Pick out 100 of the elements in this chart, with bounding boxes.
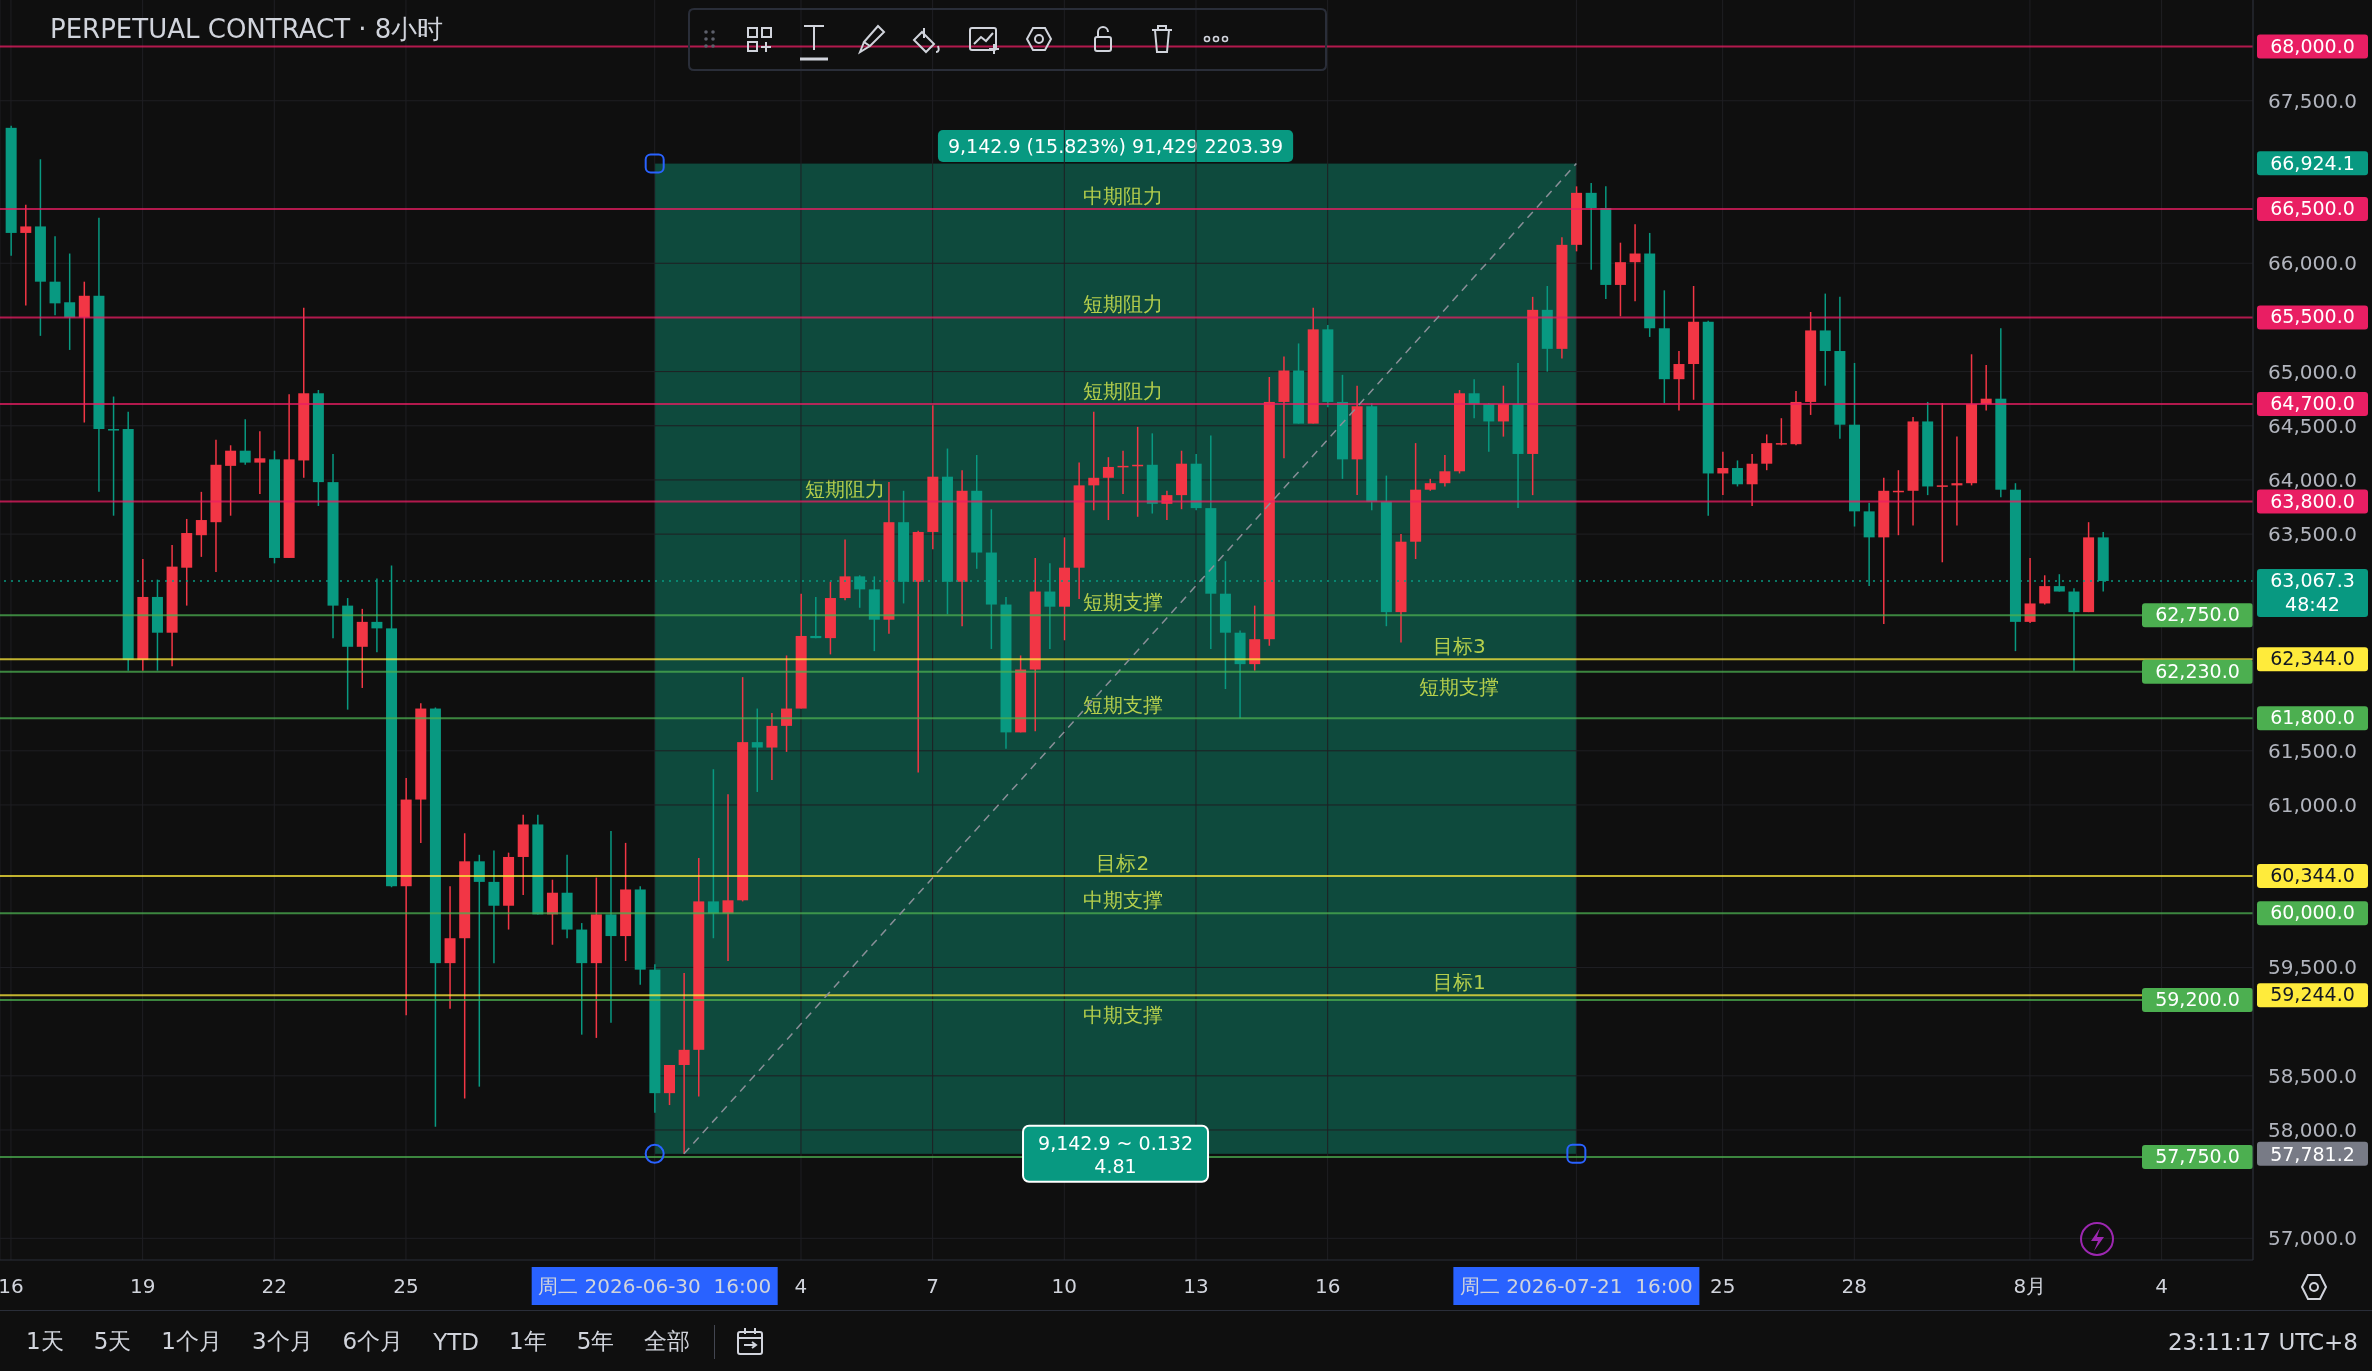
candlestick [108,395,120,517]
x-tick-label: 25 [393,1274,419,1298]
x-tick-label: 周二 2026-06-30 16:00 [538,1274,772,1298]
annotation: 目标3 [1432,634,1486,659]
y-tick-label: 65,000.0 [2267,359,2358,384]
ref-line-label: 63,800.0 [2270,489,2355,512]
text: 1年 [509,1327,547,1356]
y-tick-label: 57,000.0 [2267,1226,2358,1251]
candlestick [225,444,237,517]
y-tick-label: 59,500.0 [2267,955,2358,980]
ref-line-label: 60,000.0 [2270,901,2355,924]
y-tick-label: 64,000.0 [2267,467,2358,492]
candlestick [1761,433,1773,471]
ref-line-label: 62,750.0 [2155,603,2240,626]
ref-line-label: 62,344.0 [2270,647,2355,670]
annotation: 目标2 [1096,851,1150,876]
candlestick [766,712,778,781]
x-tick-label: 13 [1183,1274,1209,1298]
x-tick-label: 7 [926,1274,940,1298]
text: 6个月 [342,1327,404,1356]
y-tick-label: 63,500.0 [2267,522,2358,547]
y-tick-label: 57,781.2 [2270,1142,2355,1165]
y-tick-label: 64,500.0 [2267,413,2358,438]
ref-line-label: 62,230.0 [2155,659,2240,682]
annotation: 短期支撑 [1082,590,1163,615]
candlestick [751,707,763,793]
y-tick-label: 61,000.0 [2267,792,2358,817]
x-tick-label: 10 [1051,1274,1078,1298]
annotation: 中期支撑 [1082,888,1163,913]
y-tick-label: 58,500.0 [2267,1063,2358,1088]
x-tick-label: 28 [1841,1274,1868,1298]
ref-line-label: 65,500.0 [2270,305,2355,328]
x-tick-label: 4 [794,1274,808,1298]
annotation: 中期阻力 [1082,184,1163,209]
candlestick [678,972,690,1155]
candlestick [2039,574,2051,606]
y-tick-label: 66,924.1 [2270,152,2355,175]
text: 5天 [93,1327,132,1356]
x-tick-label: 19 [129,1274,156,1298]
text: YTD [433,1328,480,1355]
candlestick [1088,410,1100,512]
band-label: 9,142.9 (15.823%) 91,429 2203.39 [948,135,1284,157]
y-tick-label: 67,500.0 [2267,88,2358,113]
ref-line-label: 66,500.0 [2270,197,2355,220]
annotation: 9,142.9 ~ 0.132 4.81 [1038,1131,1193,1177]
candlestick [195,491,207,558]
ref-line-label: 64,700.0 [2270,392,2355,415]
text: 1个月 [161,1327,222,1356]
text: 1天 [26,1327,64,1356]
text: PERPETUAL CONTRACT · 8小时 [50,13,444,46]
x-tick-label: 22 [261,1274,288,1298]
candlestick [2024,557,2036,624]
annotation: 短期支撑 [1419,674,1500,699]
y-tick-label: 61,500.0 [2267,738,2358,763]
y-tick-label: 66,000.0 [2267,251,2358,276]
candlestick [2068,587,2080,672]
candlestick [20,204,32,307]
candlestick [810,596,822,639]
x-tick-label: 16 [0,1274,24,1298]
candlestick [1614,241,1626,318]
candlestick [1483,402,1495,453]
annotation: 短期阻力 [804,476,885,501]
annotation: 短期支撑 [1082,693,1163,718]
ref-line-label: 61,800.0 [2270,706,2355,729]
x-tick-label: 16 [1314,1274,1341,1298]
candlestick [1102,456,1114,521]
candlestick [707,768,719,939]
annotation: 目标1 [1432,970,1486,995]
candlestick [488,849,500,964]
candlestick [1439,454,1451,488]
text: 5年 [576,1327,615,1356]
ref-line-label: 63,067.3 48:42 [2270,569,2355,615]
candlestick [722,793,734,962]
annotation: 短期阻力 [1082,292,1163,317]
annotation: 中期支撑 [1082,1002,1163,1027]
ref-line-label: 59,244.0 [2270,983,2355,1006]
candlestick [49,235,61,317]
x-tick-label: 8月 [2013,1274,2047,1298]
candlestick [1468,378,1480,419]
candlestick [1819,292,1831,387]
candlestick [473,854,485,1088]
candlestick [239,418,251,466]
text: 23:11:17 UTC+8 [2167,1328,2358,1355]
candlestick [1585,182,1597,271]
candlestick [1951,435,1963,527]
candlestick [1497,384,1509,438]
x-tick-label: 4 [2155,1274,2168,1298]
ref-line-label: 57,750.0 [2155,1145,2240,1168]
candlestick [1936,402,1948,564]
x-tick-label: 25 [1709,1274,1736,1298]
ref-line-label: 59,200.0 [2155,987,2240,1010]
x-tick-label: 周二 2026-07-21 16:00 [1459,1274,1693,1298]
text: 全部 [644,1327,691,1356]
text: 3个月 [251,1327,313,1356]
candlestick [1673,350,1685,412]
candlestick [78,280,90,424]
candlestick [64,252,76,351]
candlestick [839,538,851,601]
candlestick [1717,451,1729,496]
ref-line-label: 68,000.0 [2270,34,2355,57]
